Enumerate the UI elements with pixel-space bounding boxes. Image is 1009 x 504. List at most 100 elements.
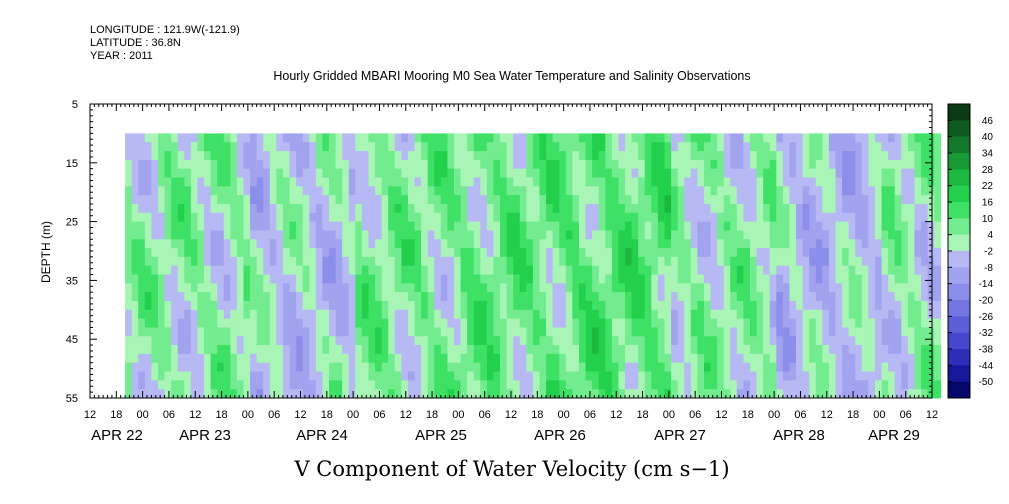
heatmap-cell (927, 336, 935, 346)
heatmap-cell (381, 309, 389, 320)
heatmap-cell (473, 389, 481, 399)
heatmap-cell (848, 362, 856, 372)
heatmap-cell (671, 230, 679, 240)
heatmap-cell (657, 186, 665, 196)
heatmap-cell (756, 248, 764, 258)
heatmap-cell (861, 389, 869, 399)
heatmap-cell (190, 256, 198, 267)
heatmap-cell (421, 239, 429, 249)
heatmap-cell (381, 151, 389, 161)
heatmap-cell (453, 345, 461, 355)
heatmap-cell (750, 212, 757, 222)
heatmap-cell (921, 212, 929, 222)
heatmap-cell (493, 389, 501, 399)
heatmap-cell (750, 177, 757, 187)
heatmap-cell (894, 159, 902, 170)
heatmap-cell (598, 389, 606, 399)
heatmap-cell (703, 230, 711, 240)
heatmap-cell (421, 274, 429, 284)
heatmap-cell (907, 230, 915, 240)
heatmap-cell (835, 239, 843, 249)
heatmap-cell (348, 248, 356, 258)
heatmap-cell (467, 186, 475, 196)
heatmap-cell (427, 292, 435, 302)
heatmap-cell (907, 159, 915, 170)
heatmap-cell (177, 345, 185, 355)
heatmap-cell (921, 345, 929, 355)
heatmap-cell (381, 318, 389, 328)
heatmap-cell (250, 159, 258, 170)
heatmap-cell (684, 345, 692, 355)
heatmap-cell (210, 151, 218, 161)
heatmap-cell (276, 371, 284, 381)
heatmap-cell (671, 212, 679, 222)
heatmap-cell (828, 283, 836, 293)
heatmap-cell (710, 168, 718, 178)
heatmap-cell (868, 159, 876, 170)
heatmap-cell (927, 309, 935, 320)
heatmap-cell (710, 389, 718, 399)
heatmap-cell (256, 212, 264, 222)
heatmap-cell (177, 380, 185, 390)
heatmap-cell (407, 283, 415, 293)
heatmap-cell (809, 159, 817, 170)
heatmap-cell (848, 274, 856, 284)
heatmap-cell (684, 256, 692, 267)
heatmap-cell (236, 283, 244, 293)
heatmap-cell (375, 327, 383, 337)
heatmap-cell (552, 256, 560, 267)
heatmap-cell (565, 371, 573, 381)
heatmap-cell (657, 195, 665, 205)
heatmap-cell (638, 256, 646, 267)
heatmap-cell (236, 353, 244, 364)
heatmap-cell (532, 380, 540, 390)
heatmap-cell (671, 265, 679, 275)
heatmap-cell (750, 389, 757, 399)
heatmap-cell (375, 318, 383, 328)
heatmap-cell (315, 283, 323, 293)
heatmap-cell (644, 230, 652, 240)
heatmap-cell (296, 248, 304, 258)
heatmap-cell (322, 283, 330, 293)
heatmap-cell (526, 133, 534, 143)
heatmap-cell (171, 371, 179, 381)
heatmap-cell (243, 177, 251, 187)
heatmap-cell (197, 159, 205, 170)
heatmap-cell (539, 336, 547, 346)
heatmap-cell (190, 159, 198, 170)
heatmap-cell (171, 380, 179, 390)
heatmap-cell (690, 159, 698, 170)
heatmap-cell (638, 300, 646, 311)
heatmap-cell (151, 380, 159, 390)
heatmap-cell (809, 327, 817, 337)
heatmap-cell (256, 142, 264, 152)
heatmap-cell (822, 159, 830, 170)
heatmap-cell (394, 186, 402, 196)
heatmap-cell (559, 274, 567, 284)
heatmap-cell (348, 159, 356, 170)
heatmap-cell (289, 371, 297, 381)
heatmap-cell (677, 177, 685, 187)
heatmap-cell (210, 212, 218, 222)
heatmap-cell (552, 133, 560, 143)
heatmap-cell (342, 300, 350, 311)
heatmap-cell (552, 336, 560, 346)
heatmap-cell (539, 212, 547, 222)
heatmap-cell (250, 151, 258, 161)
heatmap-cell (138, 142, 146, 152)
heatmap-cell (828, 168, 836, 178)
heatmap-cell (473, 336, 481, 346)
heatmap-cell (631, 212, 639, 222)
heatmap-cell (578, 195, 586, 205)
heatmap-cell (414, 380, 422, 390)
heatmap-cell (842, 283, 850, 293)
heatmap-cell (131, 265, 139, 275)
heatmap-cell (348, 336, 356, 346)
heatmap-cell (796, 380, 804, 390)
heatmap-cell (657, 300, 665, 311)
heatmap-cell (625, 274, 632, 284)
heatmap-cell (434, 274, 442, 284)
heatmap-cell (138, 186, 146, 196)
heatmap-cell (125, 248, 133, 258)
heatmap-cell (539, 345, 547, 355)
